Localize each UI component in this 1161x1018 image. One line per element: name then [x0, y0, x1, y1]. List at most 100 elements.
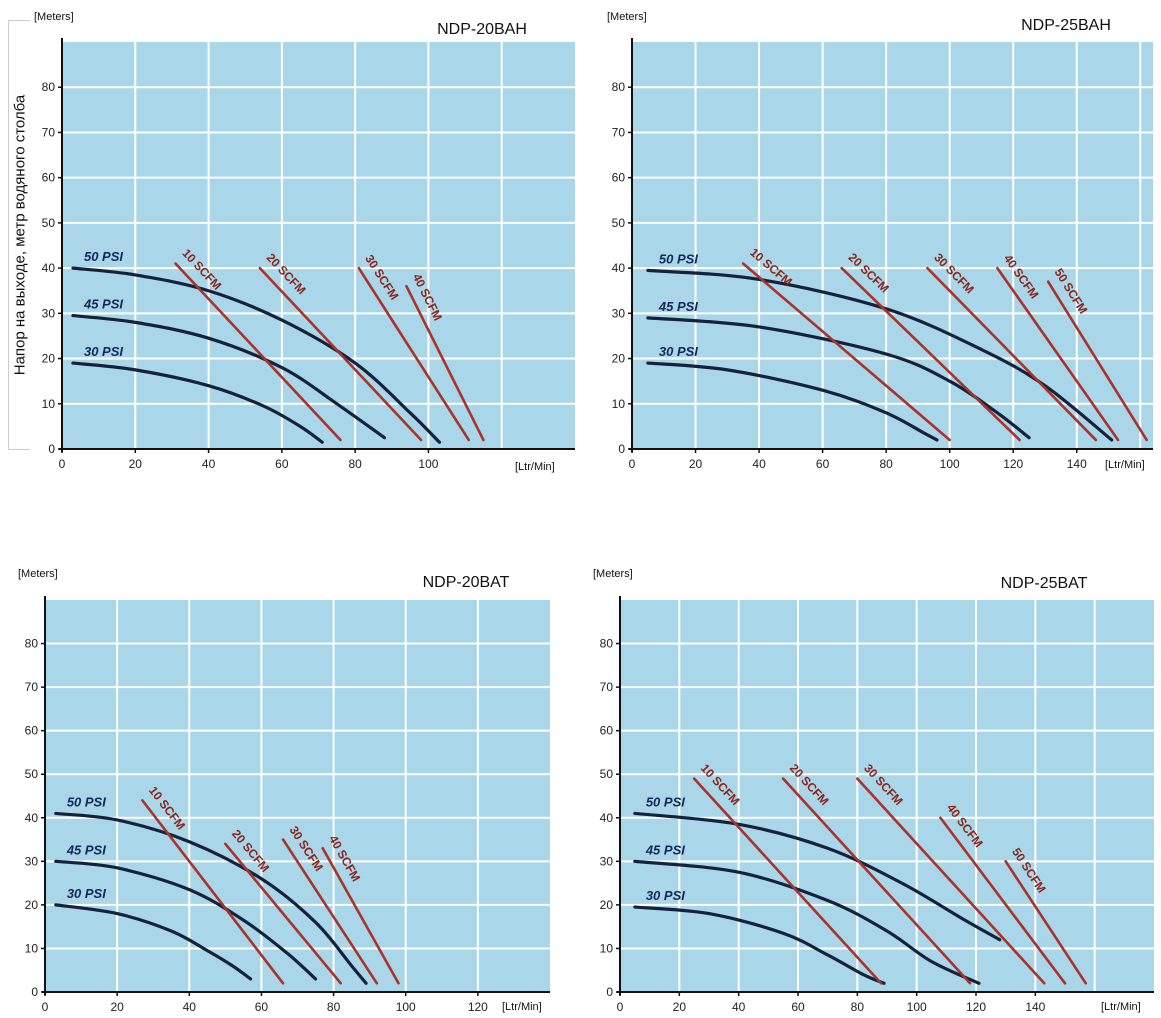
y-tick-label-30: 30 — [25, 854, 39, 868]
series-label-30-psi: 30 PSI — [84, 344, 123, 359]
y-tick-label-10: 10 — [612, 397, 626, 411]
y-tick-label-20: 20 — [600, 898, 614, 912]
air-flow-line-40-scfm — [405, 284, 485, 442]
y-tick-label-50: 50 — [42, 216, 56, 230]
y-tick-label-70: 70 — [612, 125, 626, 139]
series-label-50-psi: 50 PSI — [67, 794, 106, 809]
y-tick-label-20: 20 — [25, 898, 39, 912]
pressure-curve-45-psi — [71, 313, 387, 440]
air-flow-line-20-scfm — [258, 266, 423, 442]
x-axis-unit: [Ltr/Min] — [1101, 1001, 1141, 1013]
x-tick-label-0: 0 — [59, 457, 66, 471]
series-label-45-psi: 45 PSI — [645, 842, 685, 857]
air-flow-line-10-scfm — [692, 777, 883, 985]
air-flow-line-10-scfm — [741, 262, 951, 442]
chart-ndp-25bat: 0 10 20 30 40 50 60 70 80 0 20 40 60 80 100 120 140 [Mete… — [580, 555, 1161, 1018]
x-tick-label-120: 120 — [1003, 457, 1023, 471]
x-tick-label-0: 0 — [617, 1000, 624, 1014]
pressure-curve-30-psi — [71, 361, 324, 444]
series-label-45-psi: 45 PSI — [658, 299, 698, 314]
x-tick-label-60: 60 — [255, 1000, 269, 1014]
chart-title: NDP-20BAT — [423, 574, 510, 591]
series-label-45-psi: 45 PSI — [83, 297, 123, 312]
air-flow-line-20-scfm — [840, 266, 1021, 442]
x-tick-label-80: 80 — [348, 457, 362, 471]
y-tick-label-80: 80 — [25, 637, 39, 651]
pressure-curve-50-psi — [646, 268, 1114, 442]
y-tick-label-40: 40 — [25, 811, 39, 825]
air-flow-line-40-scfm — [321, 846, 400, 985]
y-tick-label-50: 50 — [25, 767, 39, 781]
grid — [632, 42, 1153, 449]
y-tick-label-60: 60 — [25, 724, 39, 738]
plot-area — [632, 42, 1153, 449]
x-axis-unit: [Ltr/Min] — [502, 1001, 542, 1013]
air-flow-line-40-scfm — [939, 816, 1067, 985]
x-tick-label-20: 20 — [673, 1000, 687, 1014]
air-flow-line-30-scfm — [856, 777, 1046, 985]
x-axis-unit: [Ltr/Min] — [1105, 459, 1145, 471]
air-flow-line-30-scfm — [926, 266, 1098, 442]
x-tick-label-80: 80 — [327, 1000, 341, 1014]
pressure-curve-50-psi — [71, 266, 442, 444]
y-tick-label-50: 50 — [600, 767, 614, 781]
y-tick-label-80: 80 — [42, 80, 56, 94]
air-flow-line-10-scfm — [141, 799, 285, 985]
y-axis-title-box: Напор на выходе, метр водяного столба — [8, 20, 30, 450]
chart-svg: 0 10 20 30 40 50 60 70 80 0 20 40 60 80 100 [Meters] [Lt… — [34, 11, 575, 473]
x-tick-label-20: 20 — [129, 457, 143, 471]
x-tick-label-40: 40 — [752, 457, 766, 471]
series-label-45-psi: 45 PSI — [66, 842, 106, 857]
plot-area — [62, 42, 575, 449]
y-tick-label-30: 30 — [600, 854, 614, 868]
chart-svg: 0 10 20 30 40 50 60 70 80 0 20 40 60 80 100 120 140 [Mete… — [607, 11, 1153, 471]
grid — [62, 42, 575, 449]
x-tick-label-40: 40 — [183, 1000, 197, 1014]
air-flow-line-40-scfm — [996, 266, 1120, 442]
pressure-curve-45-psi — [633, 859, 981, 985]
y-tick-label-40: 40 — [600, 811, 614, 825]
x-tick-label-60: 60 — [791, 1000, 805, 1014]
y-tick-label-0: 0 — [606, 985, 613, 999]
series-label-50-psi: 50 PSI — [646, 794, 685, 809]
air-flow-line-10-scfm — [174, 262, 342, 442]
chart-svg: 0 10 20 30 40 50 60 70 80 0 20 40 60 80 100 120 [Meters]… — [18, 568, 550, 1014]
x-tick-label-100: 100 — [418, 457, 438, 471]
pressure-curve-45-psi — [646, 316, 1031, 440]
x-tick-label-0: 0 — [42, 1000, 49, 1014]
x-tick-label-80: 80 — [851, 1000, 865, 1014]
y-tick-label-50: 50 — [612, 216, 626, 230]
x-tick-label-120: 120 — [468, 1000, 488, 1014]
chart-title: NDP-20BAH — [437, 21, 527, 38]
x-tick-label-140: 140 — [1067, 457, 1087, 471]
y-axis-unit: [Meters] — [34, 11, 74, 23]
air-flow-line-50-scfm — [1004, 860, 1088, 985]
pressure-curve-30-psi — [633, 905, 886, 985]
x-axis-unit: [Ltr/Min] — [515, 461, 555, 473]
pressure-curve-50-psi — [54, 811, 368, 985]
air-flow-line-30-scfm — [281, 838, 379, 985]
y-tick-label-20: 20 — [612, 352, 626, 366]
y-tick-label-60: 60 — [612, 171, 626, 185]
y-tick-label-0: 0 — [31, 985, 38, 999]
y-tick-label-70: 70 — [42, 125, 56, 139]
y-tick-label-60: 60 — [42, 171, 56, 185]
chart-title: NDP-25BAH — [1021, 17, 1111, 34]
x-tick-label-100: 100 — [396, 1000, 416, 1014]
y-tick-label-20: 20 — [42, 352, 56, 366]
y-tick-label-80: 80 — [612, 80, 626, 94]
y-axis-unit: [Meters] — [607, 11, 647, 23]
x-tick-label-120: 120 — [966, 1000, 986, 1014]
y-tick-label-30: 30 — [42, 306, 56, 320]
y-tick-label-0: 0 — [618, 442, 625, 456]
series-label-30-psi: 30 PSI — [67, 886, 106, 901]
x-tick-label-140: 140 — [1025, 1000, 1045, 1014]
y-tick-label-0: 0 — [48, 442, 55, 456]
x-tick-label-40: 40 — [732, 1000, 746, 1014]
y-tick-label-10: 10 — [42, 397, 56, 411]
chart-ndp-25bah: 0 10 20 30 40 50 60 70 80 0 20 40 60 80 100 120 140 [Mete… — [580, 0, 1161, 480]
x-tick-label-40: 40 — [202, 457, 216, 471]
y-tick-label-80: 80 — [600, 637, 614, 651]
series-label-30-psi: 30 PSI — [659, 344, 698, 359]
y-tick-label-70: 70 — [25, 680, 39, 694]
